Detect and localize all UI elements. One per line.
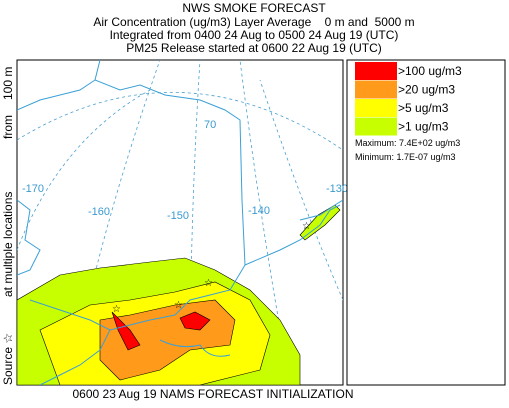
legend-swatch — [355, 80, 397, 99]
grid-label: -140 — [248, 205, 270, 217]
source-markers: ☆ ☆ ☆ ☆ — [112, 221, 311, 315]
subtitle-line: PM25 Release started at 0600 22 Aug 19 (… — [126, 41, 381, 55]
grid-label: -160 — [88, 206, 110, 218]
title: NWS SMOKE FORECAST — [182, 1, 326, 15]
side-label-part: at multiple locations — [1, 192, 15, 297]
side-label-part: 100 m — [1, 67, 15, 100]
map: ☆ ☆ ☆ ☆ -170 -160 -150 -140 -130 70 — [16, 59, 348, 386]
subtitle-line: Air Concentration (ug/m3) Layer Average … — [93, 15, 414, 29]
plume-area — [111, 311, 141, 351]
legend-swatch — [355, 117, 397, 136]
plume-area — [179, 311, 211, 331]
legend: Maximum: 7.4E+02 ug/m3 Minimum: 1.7E-07 … — [346, 59, 506, 386]
side-label: Source ☆ at multiple locations from 100 … — [1, 67, 15, 385]
svg-text:☆: ☆ — [302, 221, 311, 232]
legend-swatch — [355, 99, 397, 117]
coastline — [17, 60, 343, 385]
subtitle-line: Integrated from 0400 24 Aug to 0500 24 A… — [110, 28, 399, 42]
svg-text:☆: ☆ — [174, 300, 183, 311]
grid-label: -150 — [167, 210, 189, 222]
legend-label: >100 ug/m3 — [398, 64, 462, 78]
grid-label: 70 — [204, 119, 216, 131]
footer: 0600 23 Aug 19 NAMS FORECAST INITIALIZAT… — [73, 387, 354, 401]
legend-swatch — [355, 62, 397, 80]
legend-minimum: Minimum: 1.7E-07 ug/m3 — [355, 152, 456, 162]
grid-label: -130 — [326, 183, 348, 195]
legend-label: >5 ug/m3 — [398, 101, 449, 115]
side-label-part: Source ☆ — [1, 333, 15, 385]
svg-text:☆: ☆ — [112, 304, 121, 315]
grid-label: -170 — [22, 183, 44, 195]
legend-maximum: Maximum: 7.4E+02 ug/m3 — [355, 138, 460, 148]
legend-label: >1 ug/m3 — [398, 120, 449, 134]
legend-label: >20 ug/m3 — [398, 83, 455, 97]
svg-text:☆: ☆ — [204, 278, 213, 289]
side-label-part: from — [1, 115, 15, 139]
